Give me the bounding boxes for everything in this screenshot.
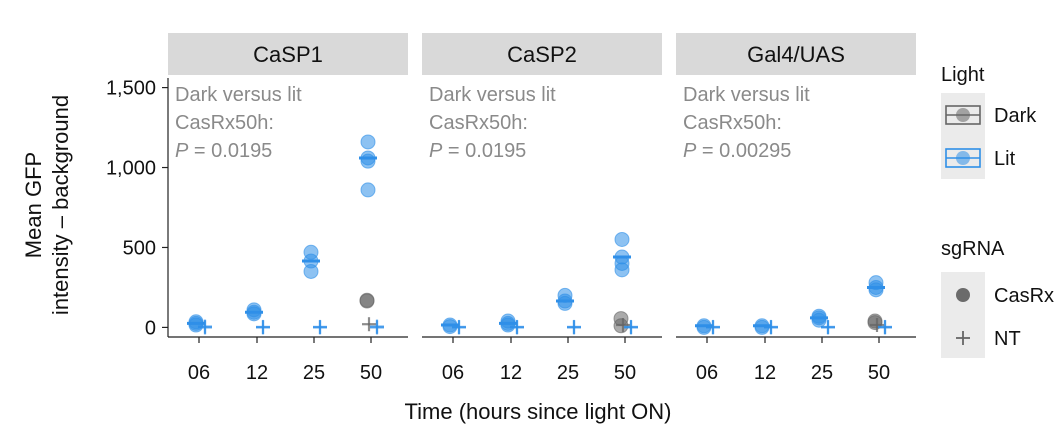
legend-label-dark: Dark xyxy=(994,105,1037,127)
point-nt xyxy=(452,320,466,335)
annotation-line-1: Dark versus lit xyxy=(683,84,810,106)
x-tick-label: 50 xyxy=(868,362,890,384)
facet-panel: CaSP2 06 12 25 50 Dark versus lit CasRx50h: P =… xyxy=(422,33,662,384)
point-nt xyxy=(256,320,270,335)
p-value-text: = 0.00295 xyxy=(696,140,791,162)
x-tick-label: 25 xyxy=(557,362,579,384)
facet-strip xyxy=(676,33,916,75)
annotation-line-1: Dark versus lit xyxy=(429,84,556,106)
facet-strip xyxy=(422,33,662,75)
point-nt xyxy=(567,320,581,335)
p-value-symbol: P xyxy=(429,140,443,162)
y-tick-label: 0 xyxy=(145,317,156,339)
y-axis: 0 500 1,000 1,500 xyxy=(106,78,169,339)
point-nt xyxy=(764,320,778,335)
facet-strip-label: CaSP2 xyxy=(507,42,577,67)
legend-title-sgrna: sgRNA xyxy=(941,238,1005,260)
x-axis-title: Time (hours since light ON) xyxy=(405,399,672,424)
point-casrx xyxy=(500,317,516,333)
y-axis-title-line-1: Mean GFP xyxy=(21,152,46,258)
x-tick-label: 12 xyxy=(246,362,268,384)
axis-titles: Time (hours since light ON) Mean GFP int… xyxy=(21,95,671,424)
point-casrx xyxy=(614,262,630,278)
point-casrx xyxy=(360,153,376,169)
legend-key-background xyxy=(941,272,985,358)
point-casrx xyxy=(557,295,573,311)
x-tick-label: 50 xyxy=(360,362,382,384)
x-tick-label: 06 xyxy=(442,362,464,384)
x-tick-label: 06 xyxy=(696,362,718,384)
legend-key-casrx xyxy=(956,288,970,302)
legend-layer: Light Dark Lit sgRNA CasRx NT xyxy=(941,64,1054,358)
facet-panel: Gal4/UAS 06 12 25 50 Dark versus lit CasRx50h:… xyxy=(676,33,916,384)
x-tick-label: 25 xyxy=(811,362,833,384)
annotation-line-3: P = 0.0195 xyxy=(175,140,272,162)
legend-key-nt xyxy=(956,331,970,345)
p-value-symbol: P xyxy=(683,140,697,162)
legend-label-lit: Lit xyxy=(994,148,1016,170)
annotation-line-2: CasRx50h: xyxy=(429,112,528,134)
point-nt xyxy=(616,318,630,333)
legend-title-light: Light xyxy=(941,64,985,86)
legend-key-dark xyxy=(945,105,981,125)
p-value-text: = 0.0195 xyxy=(188,140,272,162)
y-tick-label: 1,500 xyxy=(106,78,156,100)
x-tick-label: 25 xyxy=(303,362,325,384)
y-tick-label: 500 xyxy=(123,237,156,259)
point-casrx xyxy=(360,182,376,198)
point-casrx xyxy=(811,312,827,328)
point-casrx xyxy=(246,306,262,322)
annotation-line-3: P = 0.0195 xyxy=(429,140,526,162)
facets-layer: 0 500 1,000 1,500 CaSP1 06 12 25 50 Dark versus l… xyxy=(106,33,916,384)
point-casrx xyxy=(359,293,375,309)
annotation-line-1: Dark versus lit xyxy=(175,84,302,106)
point-nt xyxy=(313,320,327,335)
point-nt xyxy=(370,320,384,335)
p-value-text: = 0.0195 xyxy=(442,140,526,162)
legend-key-lit xyxy=(945,148,981,168)
x-tick-label: 12 xyxy=(754,362,776,384)
annotation-line-3: P = 0.00295 xyxy=(683,140,791,162)
point-casrx xyxy=(614,231,630,247)
annotation-line-2: CasRx50h: xyxy=(175,112,274,134)
annotation-line-2: CasRx50h: xyxy=(683,112,782,134)
legend-dot xyxy=(956,151,970,165)
legend-label-casrx: CasRx xyxy=(994,285,1054,307)
facet-strip-label: CaSP1 xyxy=(253,42,323,67)
point-nt xyxy=(706,320,720,335)
x-tick-label: 50 xyxy=(614,362,636,384)
facet-strip-label: Gal4/UAS xyxy=(747,42,845,67)
y-tick-label: 1,000 xyxy=(106,158,156,180)
p-value-symbol: P xyxy=(175,140,189,162)
legend-label-nt: NT xyxy=(994,328,1021,350)
x-tick-label: 06 xyxy=(188,362,210,384)
x-tick-label: 12 xyxy=(500,362,522,384)
point-nt xyxy=(878,320,892,335)
point-nt xyxy=(821,320,835,335)
point-nt xyxy=(624,320,638,335)
legend-dot xyxy=(956,108,970,122)
y-axis-title-line-2: intensity – background xyxy=(48,95,73,315)
facet-panel: CaSP1 06 12 25 50 Dark versus lit CasRx50h: P =… xyxy=(168,33,408,384)
point-casrx xyxy=(303,263,319,279)
point-casrx xyxy=(868,282,884,298)
point-nt xyxy=(362,317,376,332)
legend-dot xyxy=(956,288,970,302)
point-nt xyxy=(870,318,884,333)
facet-strip xyxy=(168,33,408,75)
point-casrx xyxy=(188,317,204,333)
point-casrx xyxy=(360,134,376,150)
